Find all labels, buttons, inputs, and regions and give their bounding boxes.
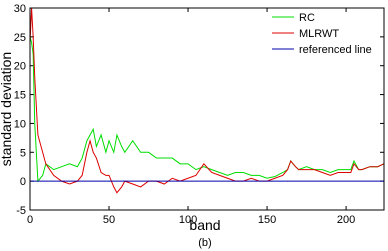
plot-frame	[29, 7, 385, 211]
y-axis-title: standard deviation	[0, 52, 14, 166]
x-tick-label: 100	[179, 214, 197, 226]
legend-label: MLRWT	[299, 28, 339, 40]
legend-label: RC	[299, 12, 315, 24]
y-tick-label: 15	[14, 90, 26, 102]
x-axis-title: band	[189, 217, 220, 233]
x-tick-label: 50	[103, 214, 115, 226]
x-tick-label: 150	[258, 214, 276, 226]
legend-label: referenced line	[299, 44, 372, 56]
y-tick-label: 30	[14, 3, 26, 15]
y-tick-label: 20	[14, 61, 26, 73]
y-tick-label: 0	[20, 176, 26, 188]
y-tick-label: 25	[14, 32, 26, 44]
y-tick-label: -5	[16, 205, 26, 217]
x-tick-label: 200	[337, 214, 355, 226]
series-line	[29, 36, 385, 183]
x-tick-label: 0	[27, 214, 33, 226]
y-tick-label: 5	[20, 147, 26, 159]
y-tick-label: 10	[14, 118, 26, 130]
caption: (b)	[198, 237, 211, 249]
